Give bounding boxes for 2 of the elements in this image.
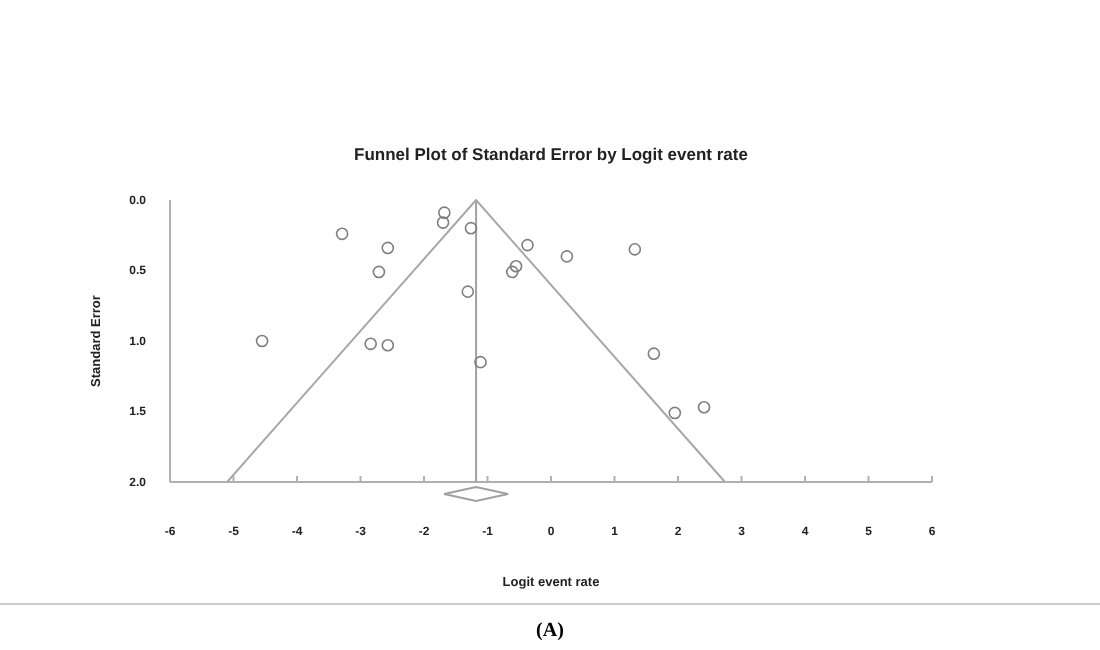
chart-title: Funnel Plot of Standard Error by Logit event rate xyxy=(354,144,749,164)
text: (A) xyxy=(536,620,564,642)
